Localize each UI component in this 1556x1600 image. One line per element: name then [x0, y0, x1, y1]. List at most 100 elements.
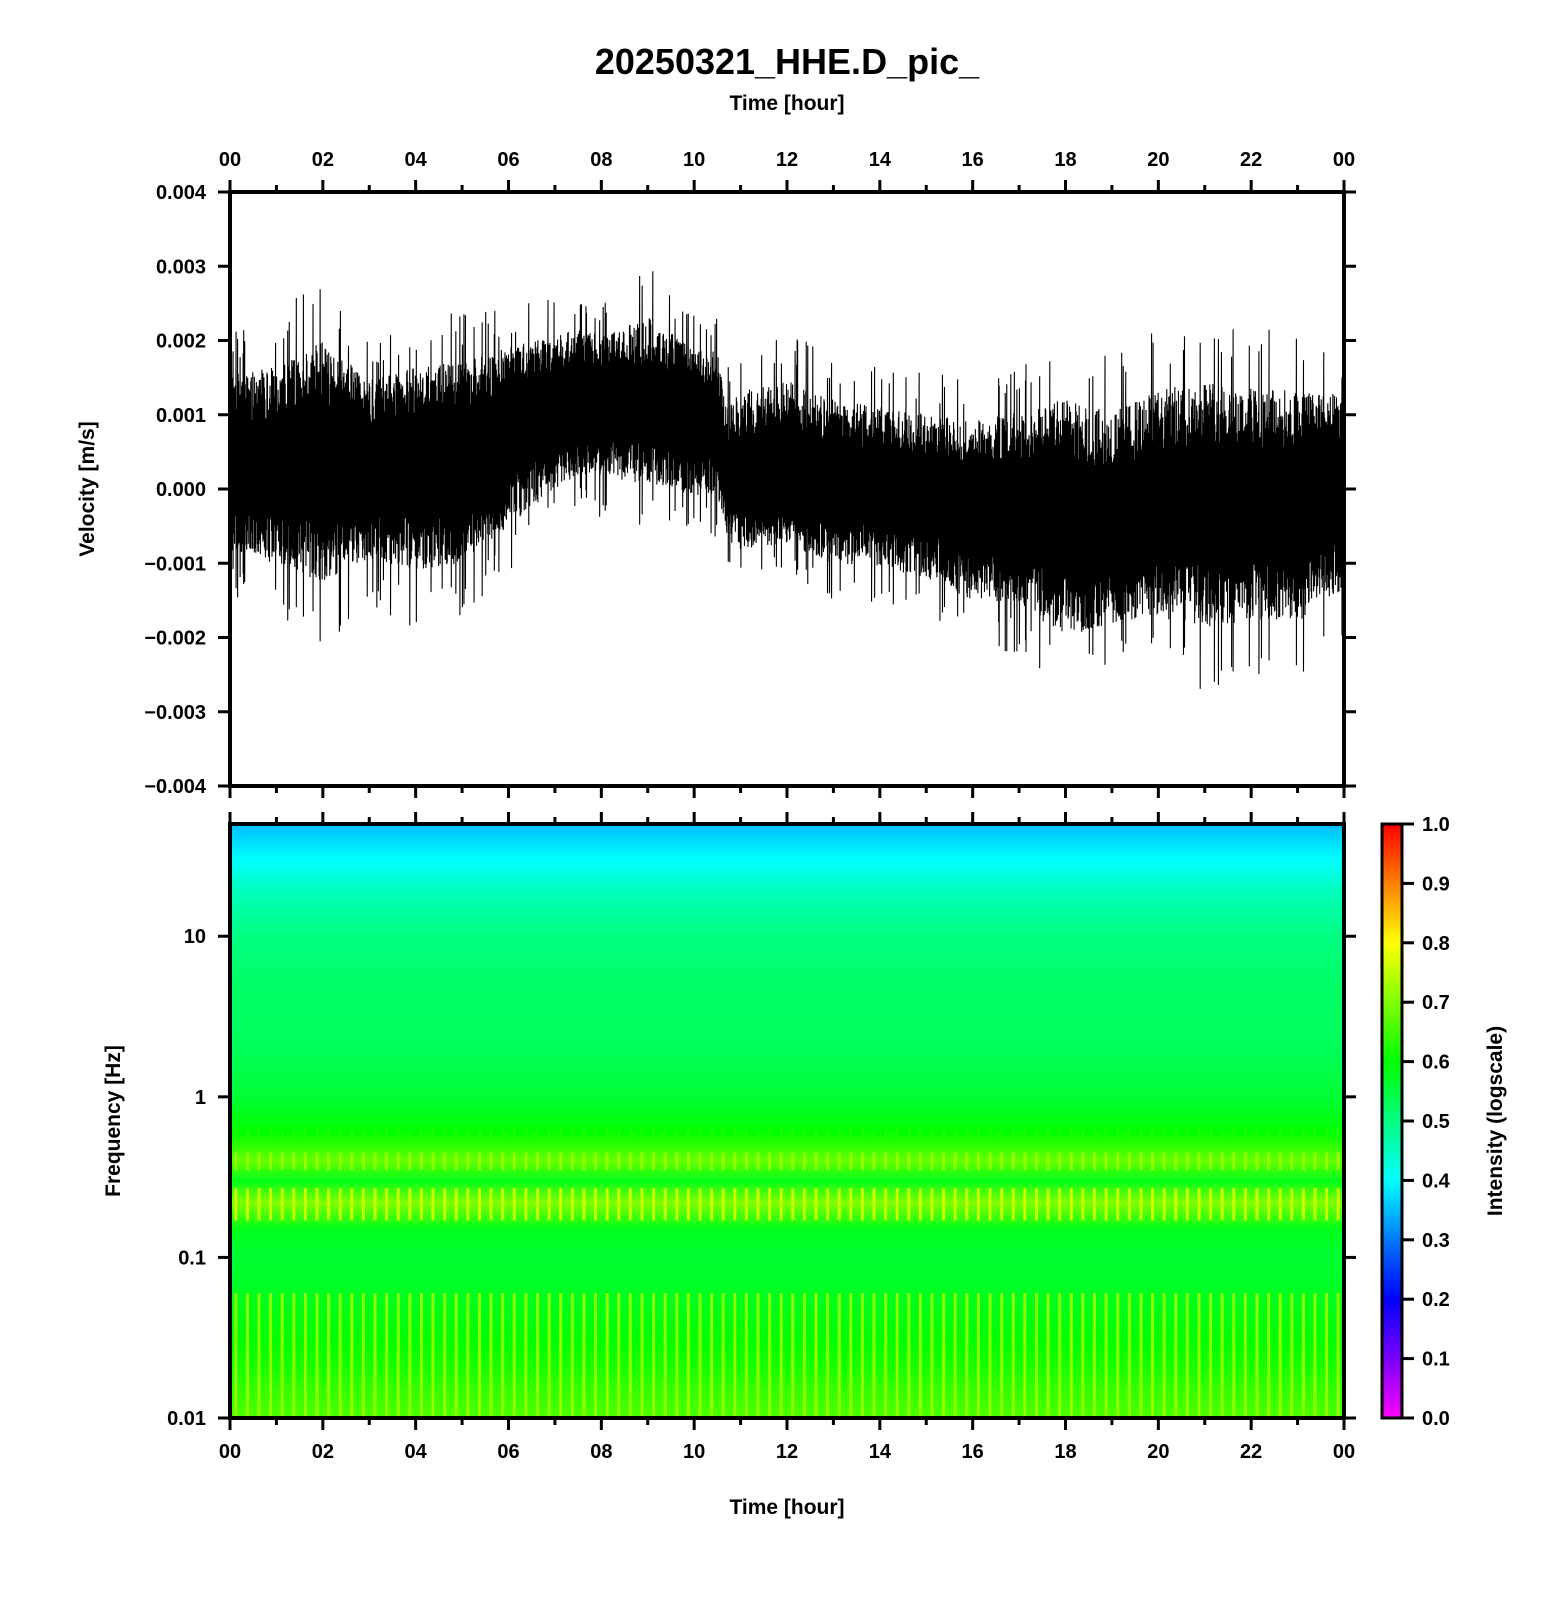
spectrogram-streak — [779, 1188, 783, 1221]
chart-title: 20250321_HHE.D_pic_ — [595, 41, 980, 82]
spectrogram-streak — [663, 1293, 667, 1418]
spectrogram-streak — [605, 1152, 609, 1170]
spectrogram-streak — [1139, 1188, 1143, 1221]
spectrogram-streak — [489, 1126, 493, 1139]
spectrogram-streak — [686, 1126, 690, 1139]
spectrogram-streak — [1174, 1126, 1178, 1139]
spectrogram-streak — [1058, 1293, 1062, 1418]
spectrogram-streak — [396, 1126, 400, 1139]
spectrogram-streak — [1093, 1188, 1097, 1221]
colorbar-tick-label: 0.3 — [1422, 1230, 1450, 1252]
colorbar-tick-label: 0.5 — [1422, 1111, 1450, 1133]
spectrogram-streak — [895, 1152, 899, 1170]
spectrogram-streak — [512, 1126, 516, 1139]
spectrogram-streak — [443, 1188, 447, 1221]
waveform-top-x-tick-label: 00 — [219, 149, 241, 171]
spectrogram-streak — [1023, 1126, 1027, 1139]
spectrogram-streak — [1162, 1293, 1166, 1418]
waveform-top-x-tick-label: 18 — [1054, 149, 1076, 171]
spectrogram-y-tick-label: 10 — [184, 926, 206, 948]
spectrogram-streak — [385, 1293, 389, 1418]
spectrogram-streak — [1011, 1152, 1015, 1170]
spectrogram-streak — [872, 1152, 876, 1170]
spectrogram-bottom-x-tick-label: 10 — [683, 1441, 705, 1463]
spectrogram-streak — [1197, 1152, 1201, 1170]
spectrogram-streak — [1255, 1126, 1259, 1139]
spectrogram-streak — [1127, 1293, 1131, 1418]
spectrogram-streak — [327, 1126, 331, 1139]
spectrogram-streak — [234, 1293, 238, 1418]
spectrogram-streak — [814, 1126, 818, 1139]
spectrogram-streak — [1197, 1126, 1201, 1139]
spectrogram-streak — [802, 1152, 806, 1170]
colorbar-tick-label: 0.9 — [1422, 873, 1450, 895]
spectrogram-streak — [292, 1188, 296, 1221]
spectrogram-streak — [1313, 1293, 1317, 1418]
spectrogram-streak — [744, 1126, 748, 1139]
spectrogram-streak — [698, 1188, 702, 1221]
spectrogram-streak — [1232, 1188, 1236, 1221]
spectrogram-streak — [1151, 1152, 1155, 1170]
spectrogram-streak — [466, 1293, 470, 1418]
spectrogram-streak — [245, 1293, 249, 1418]
spectrogram-y-ticks: 10 1 0.1 0.01 — [167, 926, 1356, 1430]
spectrogram-streak — [860, 1188, 864, 1221]
spectrogram-streak — [559, 1152, 563, 1170]
spectrogram-streak — [1034, 1152, 1038, 1170]
spectrogram-streak — [257, 1126, 261, 1139]
spectrogram-streak — [698, 1293, 702, 1418]
spectrogram-streak — [768, 1152, 772, 1170]
spectrogram-streak — [315, 1152, 319, 1170]
spectrogram-streak — [617, 1293, 621, 1418]
spectrogram-streak — [652, 1126, 656, 1139]
spectrogram-streak — [1127, 1152, 1131, 1170]
spectrogram-streak — [1232, 1152, 1236, 1170]
spectrogram-streak — [350, 1293, 354, 1418]
spectrogram-streak — [605, 1188, 609, 1221]
waveform-y-tick-label: −0.003 — [144, 702, 206, 724]
spectrogram-streak — [1139, 1152, 1143, 1170]
spectrogram-bottom-x-tick-label: 06 — [497, 1441, 519, 1463]
spectrogram-streak — [976, 1152, 980, 1170]
waveform-top-x-tick-label: 02 — [312, 149, 334, 171]
spectrogram-streak — [582, 1126, 586, 1139]
spectrogram-streak — [1011, 1293, 1015, 1418]
spectrogram-bottom-x-tick-label: 22 — [1240, 1441, 1262, 1463]
spectrogram-streak — [280, 1126, 284, 1139]
spectrogram-streak — [1034, 1188, 1038, 1221]
waveform-top-x-tick-label: 12 — [776, 149, 798, 171]
spectrogram-streak — [942, 1188, 946, 1221]
spectrogram-streak — [1278, 1293, 1282, 1418]
spectrogram-streak — [408, 1188, 412, 1221]
spectrogram-streak — [640, 1188, 644, 1221]
spectrogram-streak — [443, 1126, 447, 1139]
spectrogram-bottom-x-tick-label: 04 — [405, 1441, 428, 1463]
spectrogram-streak — [466, 1126, 470, 1139]
spectrogram-streak — [443, 1293, 447, 1418]
spectrogram-streak — [1267, 1188, 1271, 1221]
spectrogram-streak — [1313, 1152, 1317, 1170]
spectrogram-streak — [628, 1126, 632, 1139]
waveform-y-tick-label: −0.002 — [144, 628, 206, 650]
spectrogram-streak — [361, 1152, 365, 1170]
spectrogram-streak — [1209, 1188, 1213, 1221]
colorbar-tick-label: 1.0 — [1422, 814, 1450, 836]
spectrogram-streak — [1011, 1188, 1015, 1221]
spectrogram-streak — [512, 1293, 516, 1418]
spectrogram-streak — [1058, 1126, 1062, 1139]
spectrogram-streak — [1162, 1126, 1166, 1139]
spectrogram-streak — [292, 1293, 296, 1418]
spectrogram-streak — [1058, 1152, 1062, 1170]
waveform-y-tick-label: 0.003 — [156, 256, 206, 278]
spectrogram-streak — [1104, 1188, 1108, 1221]
waveform-top-x-tick-label: 16 — [962, 149, 984, 171]
spectrogram-streak — [466, 1152, 470, 1170]
waveform-top-x-tick-label: 08 — [590, 149, 612, 171]
top-x-axis-label: Time [hour] — [729, 92, 844, 115]
spectrogram-streak — [617, 1152, 621, 1170]
spectrogram-streak — [814, 1293, 818, 1418]
spectrogram-streak — [1069, 1293, 1073, 1418]
spectrogram-streak — [477, 1152, 481, 1170]
spectrogram-streak — [385, 1126, 389, 1139]
spectrogram-streak — [756, 1188, 760, 1221]
